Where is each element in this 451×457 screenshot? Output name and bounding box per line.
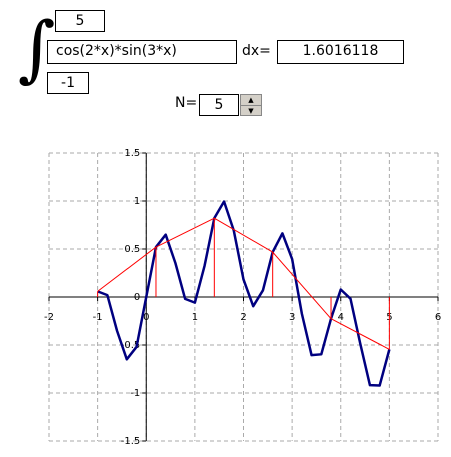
x-tick-label: -2: [44, 312, 54, 323]
trapezoid-line: [97, 217, 390, 350]
x-tick-label: 4: [338, 312, 344, 323]
n-label: N=: [175, 95, 198, 111]
spinner[interactable]: ▲ ▼: [240, 94, 262, 116]
x-tick-label: -1: [93, 312, 103, 323]
y-tick-label: -0.5: [121, 340, 141, 351]
lower-limit[interactable]: -1: [47, 72, 89, 94]
x-tick-label: 3: [289, 312, 295, 323]
y-tick-label: -1.5: [121, 436, 141, 447]
y-tick-label: 1.5: [124, 148, 140, 159]
function-line: [97, 200, 391, 387]
y-tick-label: 0.5: [124, 244, 140, 255]
x-tick-label: 5: [386, 312, 392, 323]
n-value[interactable]: 5: [199, 94, 239, 116]
dx-label: dx=: [242, 43, 271, 59]
x-tick-label: 1: [192, 312, 198, 323]
x-tick-label: 2: [240, 312, 246, 323]
spin-up[interactable]: ▲: [241, 95, 261, 106]
upper-limit[interactable]: 5: [55, 10, 105, 32]
result: 1.6016118: [277, 40, 404, 64]
spin-down[interactable]: ▼: [248, 107, 254, 115]
y-tick-label: 0: [134, 292, 140, 303]
y-tick-label: 1: [134, 196, 140, 207]
x-tick-label: 6: [435, 312, 441, 323]
integrand[interactable]: cos(2*x)*sin(3*x): [47, 40, 237, 64]
x-tick-label: 0: [143, 312, 149, 323]
y-tick-label: -1: [130, 388, 140, 399]
